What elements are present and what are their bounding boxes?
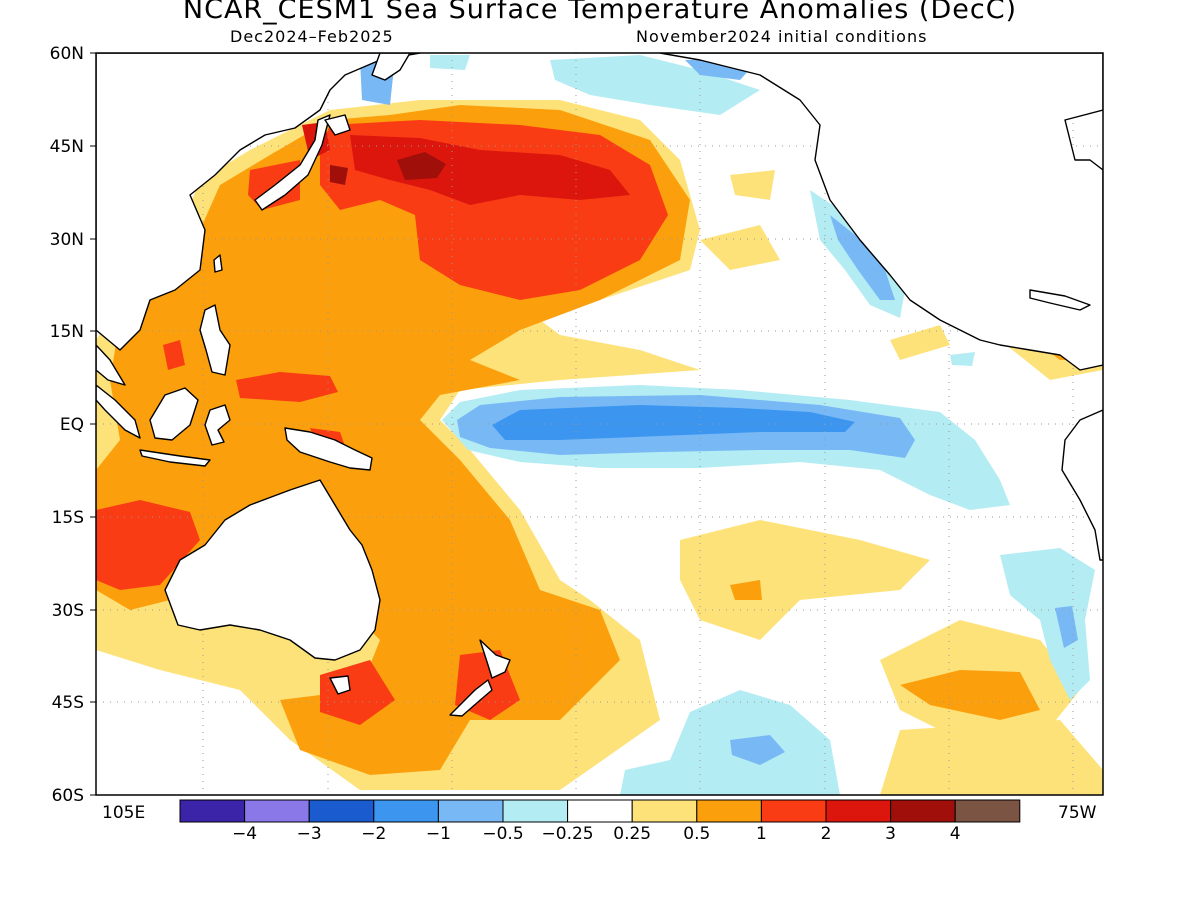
colorbar-swatch bbox=[890, 799, 956, 823]
tasmania-landmass bbox=[329, 675, 351, 695]
colorbar-tick-label: −0.25 bbox=[541, 824, 594, 844]
lat-label: 60S bbox=[51, 786, 84, 806]
coastlines bbox=[96, 53, 1103, 717]
anomaly-region-cool bbox=[830, 215, 895, 300]
philippines-landmass bbox=[199, 304, 231, 376]
anomaly-region-cool bbox=[1055, 606, 1078, 648]
colorbar bbox=[179, 799, 1021, 823]
lat-label: 15N bbox=[49, 322, 84, 342]
colorbar-tick-label: −2 bbox=[361, 824, 387, 844]
anomaly-region-extreme bbox=[330, 165, 348, 185]
anomaly-region-hot bbox=[96, 500, 200, 590]
anomaly-region-warm bbox=[730, 580, 762, 600]
anomaly-region-very-hot bbox=[350, 135, 630, 205]
forecast-period: Dec2024–Feb2025 bbox=[230, 27, 394, 46]
colorbar-swatch bbox=[244, 799, 310, 823]
anomaly-region-cool-light bbox=[550, 55, 760, 115]
colorbar-tick-label: 1 bbox=[755, 824, 767, 844]
australia-landmass bbox=[164, 479, 381, 661]
colorbar-tick-label: −0.5 bbox=[482, 824, 524, 844]
taiwan-landmass bbox=[213, 254, 223, 273]
colorbar-tick-label: 0.5 bbox=[683, 824, 711, 844]
anomaly-region-cool bbox=[730, 735, 785, 765]
map-title: NCAR_CESM1 Sea Surface Temperature Anoma… bbox=[182, 0, 1018, 25]
north-america-landmass bbox=[659, 53, 1103, 371]
colorbar-swatch bbox=[567, 799, 633, 823]
new-zealand-south-island bbox=[449, 679, 493, 717]
anomaly-region-warm bbox=[900, 670, 1040, 720]
lat-label: 15S bbox=[51, 508, 84, 528]
initial-conditions-note: November2024 initial conditions bbox=[636, 27, 928, 46]
colorbar-swatch bbox=[760, 799, 827, 823]
colorbar-swatch bbox=[502, 799, 569, 823]
colorbar-tick-label: 3 bbox=[885, 824, 896, 844]
colorbar-tick-label: −3 bbox=[296, 824, 322, 844]
colorbar-tick-label: 0.25 bbox=[613, 824, 652, 844]
lat-label: EQ bbox=[59, 415, 84, 435]
anomaly-region-hot bbox=[320, 660, 395, 725]
anomaly-region-hot bbox=[163, 340, 185, 370]
sulawesi-landmass bbox=[204, 404, 231, 446]
anomaly-region-extreme bbox=[397, 152, 446, 180]
indochina-landmass bbox=[96, 344, 126, 386]
java-landmass bbox=[139, 449, 211, 467]
anomaly-region-cool-light bbox=[1000, 548, 1095, 700]
colorbar-swatch bbox=[631, 799, 698, 823]
south-america-landmass bbox=[1061, 409, 1103, 561]
lat-label: 45N bbox=[49, 137, 84, 157]
anomaly-region-warm-light bbox=[730, 170, 775, 200]
colorbar-swatch bbox=[308, 799, 375, 823]
colorbar-tick-label: −1 bbox=[425, 824, 451, 844]
anomaly-region-warm-light bbox=[680, 520, 930, 640]
lat-label: 30S bbox=[51, 601, 84, 621]
anomaly-region-cool-light bbox=[620, 690, 840, 795]
colorbar-swatch bbox=[696, 799, 762, 823]
lat-label: 30N bbox=[49, 230, 84, 250]
anomaly-region-cool-light bbox=[950, 352, 975, 366]
new-zealand-north-island bbox=[479, 639, 511, 679]
japan-landmass bbox=[254, 114, 331, 211]
colorbar-swatch bbox=[179, 799, 246, 823]
lon-label-left: 105E bbox=[102, 803, 146, 823]
anomaly-region-hot bbox=[236, 372, 338, 402]
new-guinea-landmass bbox=[284, 427, 373, 471]
borneo-landmass bbox=[149, 387, 199, 441]
lat-label: 60N bbox=[49, 44, 84, 64]
colorbar-tick-label: −4 bbox=[232, 824, 258, 844]
colorbar-swatch bbox=[825, 799, 892, 823]
cuba-landmass bbox=[1029, 289, 1091, 311]
anomaly-region-cold bbox=[492, 405, 855, 440]
colorbar-swatch bbox=[373, 799, 439, 823]
lon-label-right: 75W bbox=[1058, 803, 1097, 823]
gridlines bbox=[96, 53, 1103, 795]
anomaly-region-warm-light bbox=[890, 325, 950, 360]
kamchatka-landmass bbox=[371, 53, 411, 81]
hokkaido-landmass bbox=[324, 114, 351, 136]
anomaly-region-warm-light bbox=[880, 720, 1103, 795]
colorbar-swatch bbox=[437, 799, 504, 823]
lat-label: 45S bbox=[51, 693, 84, 713]
colorbar-tick-label: 2 bbox=[820, 824, 832, 844]
anomaly-region-cool-light bbox=[430, 55, 470, 70]
sumatra-landmass bbox=[96, 384, 141, 439]
colorbar-swatch bbox=[954, 799, 1021, 823]
lat-tick-marks bbox=[90, 52, 96, 796]
anomaly-fields bbox=[96, 55, 1103, 795]
anomaly-region-warm-light bbox=[700, 225, 780, 270]
colorbar-tick-label: 4 bbox=[949, 824, 961, 844]
